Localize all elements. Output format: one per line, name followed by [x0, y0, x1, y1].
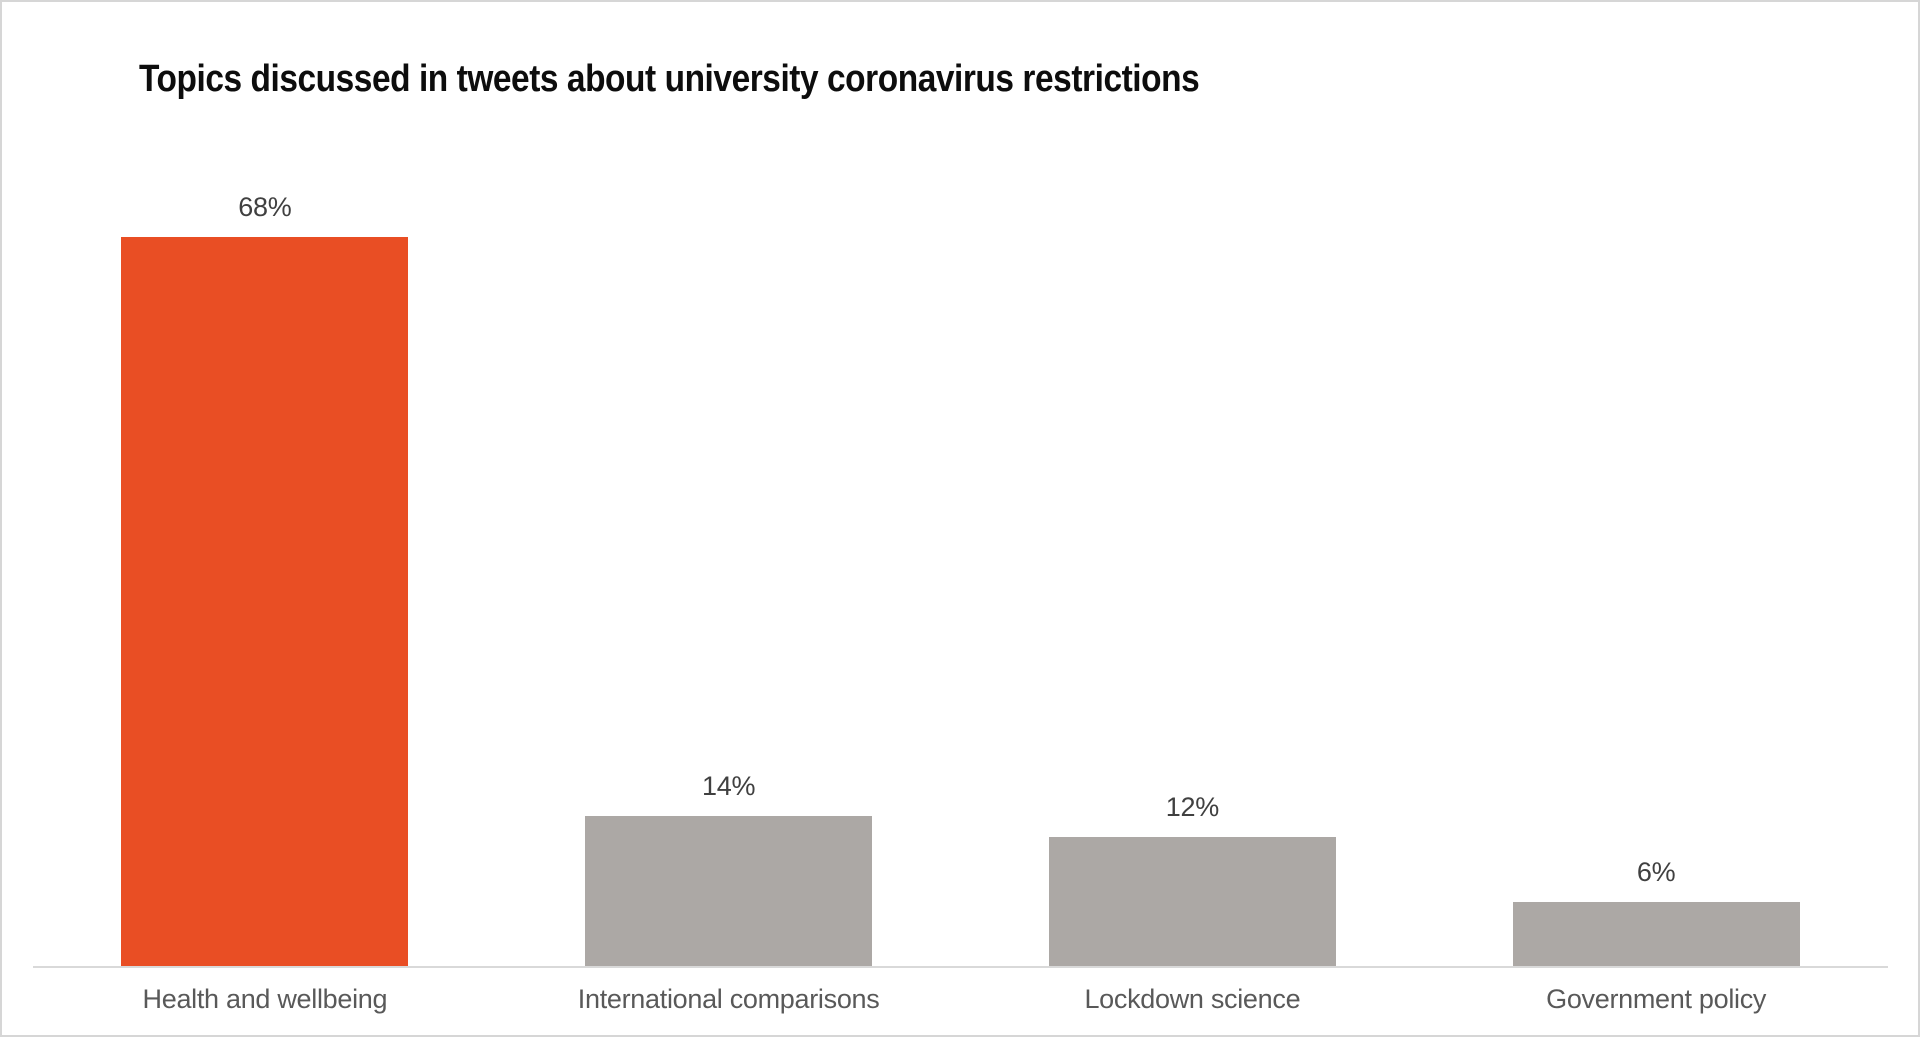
bar-value-label: 68% — [238, 192, 292, 222]
bar-government-policy — [1512, 902, 1800, 966]
bar-value-label: 6% — [1636, 857, 1676, 887]
bar-lockdown-science — [1048, 837, 1336, 966]
category-label-government-policy: Government policy — [1546, 984, 1767, 1014]
bar-group-international-comparisons: 14% — [497, 771, 961, 966]
bar-group-lockdown-science: 12% — [961, 792, 1425, 966]
bar-group-health-and-wellbeing: 68% — [33, 192, 497, 966]
category-label-international-comparisons: International comparisons — [577, 984, 880, 1014]
plot-area: 68% 14% 12% 6% — [33, 2, 1888, 968]
bars-row: 68% 14% 12% 6% — [33, 2, 1888, 966]
bar-health-and-wellbeing — [121, 237, 409, 966]
bar-group-government-policy: 6% — [1424, 857, 1888, 966]
bar-international-comparisons — [585, 816, 873, 966]
category-axis: Health and wellbeing International compar… — [33, 968, 1888, 1015]
bar-value-label: 12% — [1165, 792, 1219, 822]
category-label-lockdown-science: Lockdown science — [1084, 984, 1301, 1014]
category-label-health-and-wellbeing: Health and wellbeing — [142, 984, 388, 1014]
chart-title: Topics discussed in tweets about univers… — [139, 58, 1200, 100]
bar-value-label: 14% — [702, 771, 756, 801]
